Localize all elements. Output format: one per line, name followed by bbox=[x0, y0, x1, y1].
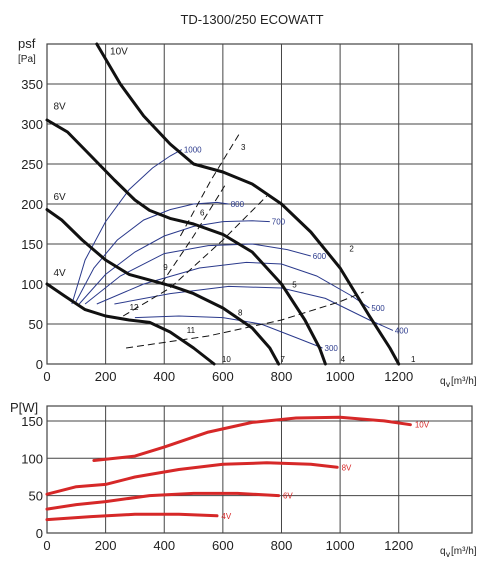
pressure-curve-4v bbox=[45, 282, 216, 366]
operating-point-label: 8 bbox=[238, 309, 243, 318]
power-curves bbox=[45, 415, 412, 522]
iso-line-500 bbox=[96, 261, 370, 309]
power-label-10v: 10V bbox=[415, 421, 430, 430]
power-tick-labels: 0 200 400 600 800 1000 1200 0 50 100 150 bbox=[21, 414, 413, 553]
x-axis-label-sub: v bbox=[446, 380, 450, 389]
iso-line-label: 700 bbox=[272, 218, 286, 227]
power-label-8v: 8V bbox=[342, 463, 352, 472]
pressure-grid bbox=[46, 43, 473, 365]
operating-point-label: 11 bbox=[187, 326, 196, 335]
x-tick-label: 800 bbox=[271, 369, 293, 384]
operating-point-label: 7 bbox=[281, 355, 286, 364]
iso-line-label: 500 bbox=[371, 304, 385, 313]
power-labels: 10V 8V 6V 4V bbox=[221, 421, 429, 521]
y-tick-label: 100 bbox=[21, 277, 43, 292]
iso-line-label: 1000 bbox=[184, 146, 202, 155]
system-line-6 bbox=[179, 131, 241, 237]
iso-line-label: 800 bbox=[231, 200, 245, 209]
y-tick-label: 200 bbox=[21, 197, 43, 212]
pressure-chart: 0 200 400 600 800 1000 1200 0 50 100 150 200 250 300 3… bbox=[18, 36, 477, 389]
operating-point-label: 3 bbox=[241, 143, 246, 152]
iso-line-600 bbox=[84, 243, 311, 305]
operating-point-label: 10 bbox=[222, 355, 231, 364]
y-tick-label: 250 bbox=[21, 157, 43, 172]
operating-point-label: 4 bbox=[341, 355, 346, 364]
system-line-11 bbox=[126, 291, 364, 349]
power-curve-6v bbox=[45, 491, 281, 511]
series-label-4v: 4V bbox=[53, 268, 66, 279]
system-line-9 bbox=[160, 183, 227, 285]
pressure-curve-6v bbox=[45, 208, 281, 366]
x-tick-label: 1000 bbox=[326, 369, 355, 384]
operating-point-label: 2 bbox=[349, 245, 354, 254]
x-tick-label: 0 bbox=[43, 538, 50, 553]
x-tick-label: 1200 bbox=[384, 369, 413, 384]
system-line-12 bbox=[122, 195, 268, 317]
power-axis-label: P[W] bbox=[10, 400, 38, 415]
pressure-curves bbox=[45, 42, 401, 366]
x-tick-label: 200 bbox=[95, 369, 117, 384]
power-x-axis-label-unit: [m³/h] bbox=[451, 546, 477, 557]
operating-point-label: 12 bbox=[130, 303, 139, 312]
x-tick-label: 1200 bbox=[384, 538, 413, 553]
iso-line-700 bbox=[78, 220, 270, 305]
power-curve-4v bbox=[45, 512, 219, 522]
y-tick-label: 50 bbox=[29, 489, 43, 504]
pressure-x-axis-label: q v [m³/h] bbox=[440, 376, 477, 389]
y-tick-label: 350 bbox=[21, 77, 43, 92]
y-tick-label: 150 bbox=[21, 414, 43, 429]
x-tick-label: 800 bbox=[271, 538, 293, 553]
series-label-8v: 8V bbox=[53, 102, 66, 113]
y-tick-label: 150 bbox=[21, 237, 43, 252]
pressure-axis-unit: [Pa] bbox=[18, 54, 36, 65]
y-tick-label: 0 bbox=[36, 357, 43, 372]
power-curve-10v bbox=[92, 415, 412, 462]
pressure-curve-10v bbox=[95, 42, 401, 366]
x-axis-label-prefix: q bbox=[440, 376, 446, 387]
iso-line-label: 600 bbox=[313, 252, 327, 261]
chart-title: TD-1300/250 ECOWATT bbox=[180, 12, 323, 27]
x-tick-label: 1000 bbox=[326, 538, 355, 553]
series-label-10v: 10V bbox=[110, 46, 128, 57]
x-tick-label: 400 bbox=[153, 369, 175, 384]
operating-point-label: 5 bbox=[292, 281, 297, 290]
x-tick-label: 200 bbox=[95, 538, 117, 553]
pressure-tick-labels: 0 200 400 600 800 1000 1200 0 50 100 150 200 250 300 3… bbox=[21, 77, 413, 384]
x-tick-label: 600 bbox=[212, 369, 234, 384]
power-chart: 0 200 400 600 800 1000 1200 0 50 100 150 P[W] q v … bbox=[10, 400, 477, 559]
efficiency-iso-lines: 1000 800 700 600 500 400 300 bbox=[71, 146, 409, 353]
power-x-axis-label-sub: v bbox=[446, 550, 450, 559]
pressure-axis-label: psf bbox=[18, 36, 36, 51]
power-x-axis-label-prefix: q bbox=[440, 546, 446, 557]
series-label-6v: 6V bbox=[53, 192, 66, 203]
iso-line-label: 300 bbox=[325, 344, 339, 353]
power-curve-8v bbox=[45, 461, 339, 496]
iso-line-label: 400 bbox=[395, 326, 409, 335]
iso-line-1000 bbox=[71, 149, 183, 305]
power-label-4v: 4V bbox=[221, 512, 231, 521]
x-axis-label-unit: [m³/h] bbox=[451, 376, 477, 387]
iso-line-400 bbox=[114, 285, 394, 331]
y-tick-label: 50 bbox=[29, 317, 43, 332]
operating-point-label: 6 bbox=[200, 209, 205, 218]
x-tick-label: 0 bbox=[43, 369, 50, 384]
pressure-curve-8v bbox=[45, 118, 327, 366]
x-tick-label: 600 bbox=[212, 538, 234, 553]
power-x-axis-label: q v [m³/h] bbox=[440, 546, 477, 559]
x-tick-label: 400 bbox=[153, 538, 175, 553]
y-tick-label: 100 bbox=[21, 451, 43, 466]
power-label-6v: 6V bbox=[283, 492, 293, 501]
y-tick-label: 0 bbox=[36, 526, 43, 541]
y-tick-label: 300 bbox=[21, 117, 43, 132]
operating-point-label: 1 bbox=[411, 355, 416, 364]
operating-point-label: 9 bbox=[163, 263, 168, 272]
